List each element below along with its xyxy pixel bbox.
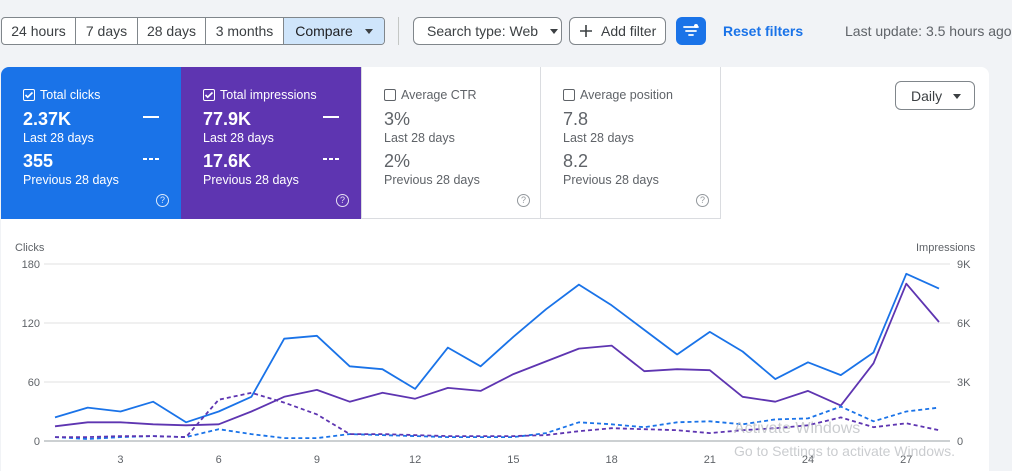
left-axis-tick-label: 120: [22, 318, 40, 330]
metric-tile-average-ctr[interactable]: Average CTR 3% Last 28 days 2% Previous …: [361, 67, 541, 219]
x-axis-tick-label: 3: [117, 454, 123, 466]
compare-label: Compare: [295, 23, 353, 39]
add-filter-label: Add filter: [601, 23, 657, 39]
metric-current-value: 3%: [384, 109, 411, 129]
range-24-hours-button[interactable]: 24 hours: [2, 18, 76, 44]
metric-tile-average-position[interactable]: Average position 7.8 Last 28 days 8.2 Pr…: [541, 67, 721, 219]
metric-previous-period: Previous 28 days: [203, 173, 299, 187]
range-3-months-button[interactable]: 3 months: [206, 18, 284, 44]
metric-label: Average position: [580, 88, 673, 102]
metric-previous-value: 355: [23, 151, 54, 171]
check-icon: [24, 91, 34, 99]
solid-line-legend-icon: [143, 116, 159, 118]
left-axis-tick-label: 180: [22, 259, 40, 271]
date-range-selector: 24 hours 7 days 28 days 3 months Compare: [1, 17, 385, 45]
right-axis-tick-label: 9K: [957, 259, 971, 271]
watermark-title: Activate Windows: [734, 420, 861, 437]
x-axis-tick-label: 12: [409, 454, 421, 466]
metric-current-period: Last 28 days: [384, 131, 455, 145]
x-axis-tick-label: 15: [507, 454, 519, 466]
toolbar-divider: [398, 17, 399, 45]
left-axis-tick-label: 0: [34, 436, 40, 448]
solid-line-legend-icon: [323, 116, 339, 118]
chevron-down-icon: [364, 28, 373, 34]
x-axis-tick-label: 21: [704, 454, 716, 466]
right-axis-tick-label: 0: [957, 436, 963, 448]
checkbox-unchecked[interactable]: [384, 89, 396, 101]
help-circle-icon[interactable]: ?: [336, 194, 349, 207]
last-update-text: Last update: 3.5 hours ago: [845, 23, 1012, 39]
granularity-label: Daily: [911, 87, 943, 104]
plus-icon: [580, 25, 592, 37]
metric-previous-value: 8.2: [563, 151, 589, 171]
compare-button[interactable]: Compare: [284, 18, 384, 44]
watermark-subtitle: Go to Settings to activate Windows.: [734, 443, 955, 459]
metric-tile-total-impressions[interactable]: Total impressions 77.9K Last 28 days 17.…: [181, 67, 361, 219]
filter-lines-icon: [683, 24, 699, 36]
left-axis-tick-label: 60: [28, 377, 40, 389]
x-axis-tick-label: 9: [314, 454, 320, 466]
right-axis-tick-label: 3K: [957, 377, 971, 389]
search-type-label: Search type: Web: [427, 23, 539, 39]
help-circle-icon[interactable]: ?: [156, 194, 169, 207]
checkbox-checked[interactable]: [23, 89, 35, 101]
metric-label: Total clicks: [40, 88, 101, 102]
metric-previous-period: Previous 28 days: [384, 173, 480, 187]
x-axis-tick-label: 24: [802, 454, 814, 466]
right-axis-title: Impressions: [916, 242, 976, 254]
total-clicks-previous-line: [54, 405, 940, 440]
check-icon: [204, 91, 214, 99]
total-impressions-current-line: [54, 282, 940, 428]
performance-card: Total clicks 2.37K Last 28 days 355 Prev…: [1, 67, 989, 471]
checkbox-checked[interactable]: [203, 89, 215, 101]
right-axis-tick-label: 6K: [957, 318, 971, 330]
chevron-down-icon: [953, 94, 961, 99]
metric-current-period: Last 28 days: [203, 131, 274, 145]
metric-current-period: Last 28 days: [563, 131, 634, 145]
checkbox-unchecked[interactable]: [563, 89, 575, 101]
metric-label: Average CTR: [401, 88, 477, 102]
range-7-days-button[interactable]: 7 days: [76, 18, 138, 44]
metric-previous-period: Previous 28 days: [563, 173, 659, 187]
x-axis-tick-label: 6: [216, 454, 222, 466]
metric-current-value: 7.8: [563, 109, 589, 129]
metric-current-value: 2.37K: [23, 109, 72, 129]
dashed-line-legend-icon: [143, 158, 159, 160]
total-impressions-previous-line: [55, 391, 940, 439]
reset-filters-link[interactable]: Reset filters: [723, 23, 804, 39]
metric-previous-value: 17.6K: [203, 151, 252, 171]
total-clicks-current-line: [54, 272, 940, 424]
search-type-dropdown[interactable]: Search type: Web: [413, 17, 562, 45]
help-circle-icon[interactable]: ?: [696, 194, 709, 207]
toolbar: 24 hours 7 days 28 days 3 months Compare…: [0, 0, 1012, 62]
metric-previous-value: 2%: [384, 151, 411, 171]
chevron-down-icon: [550, 28, 559, 34]
metric-current-value: 77.9K: [203, 109, 252, 129]
windows-activation-watermark: Activate Windows Go to Settings to activ…: [734, 418, 955, 462]
add-filter-button[interactable]: Add filter: [569, 17, 666, 45]
range-28-days-button[interactable]: 28 days: [138, 18, 206, 44]
metric-current-period: Last 28 days: [23, 131, 94, 145]
x-axis-tick-label: 27: [900, 454, 912, 466]
metric-previous-period: Previous 28 days: [23, 173, 119, 187]
filter-settings-button[interactable]: [676, 17, 706, 45]
metric-tile-total-clicks[interactable]: Total clicks 2.37K Last 28 days 355 Prev…: [1, 67, 181, 219]
dashed-line-legend-icon: [323, 158, 339, 160]
metric-label: Total impressions: [220, 88, 317, 102]
x-axis-tick-label: 18: [605, 454, 617, 466]
help-circle-icon[interactable]: ?: [517, 194, 530, 207]
granularity-dropdown[interactable]: Daily: [895, 81, 975, 110]
left-axis-title: Clicks: [15, 242, 45, 254]
